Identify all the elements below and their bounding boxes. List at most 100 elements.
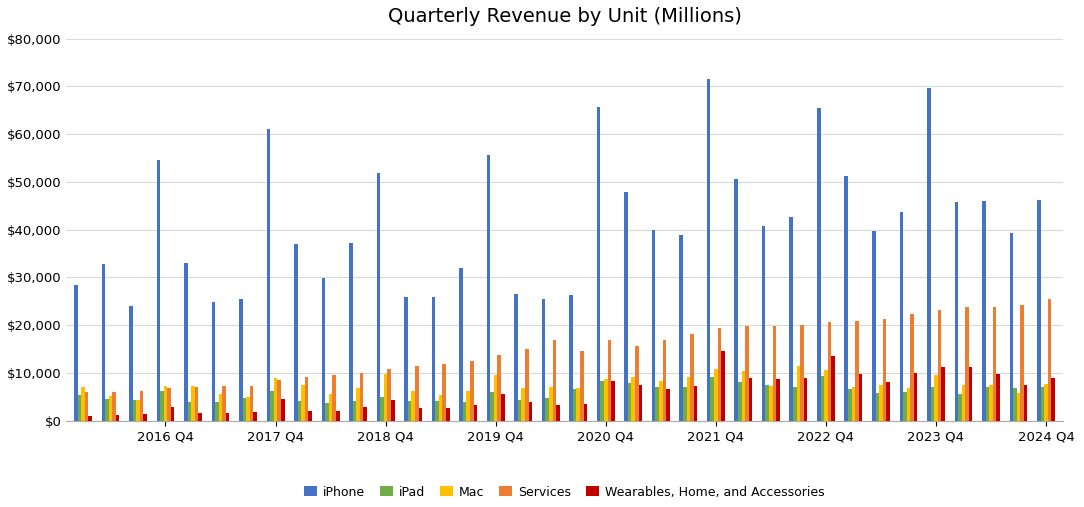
Bar	[222, 386, 225, 421]
Bar	[376, 173, 380, 421]
Bar	[982, 201, 985, 421]
Bar	[628, 383, 632, 421]
Bar	[391, 400, 395, 421]
Bar	[762, 226, 765, 421]
Bar	[184, 263, 188, 421]
Bar	[446, 409, 450, 421]
Bar	[1037, 200, 1041, 421]
Bar	[930, 387, 934, 421]
Bar	[333, 375, 336, 421]
Bar	[962, 385, 965, 421]
Bar	[357, 388, 360, 421]
Bar	[470, 361, 474, 421]
Bar	[651, 230, 656, 421]
Bar	[990, 385, 993, 421]
Bar	[81, 387, 85, 421]
Bar	[518, 400, 521, 421]
Bar	[604, 379, 607, 421]
Bar	[211, 302, 215, 421]
Bar	[545, 399, 549, 421]
Bar	[859, 375, 863, 421]
Bar	[927, 88, 930, 421]
Bar	[882, 319, 887, 421]
Bar	[879, 385, 882, 421]
Bar	[140, 391, 143, 421]
Bar	[132, 400, 137, 421]
Bar	[824, 370, 828, 421]
Bar	[521, 388, 525, 421]
Bar	[624, 192, 628, 421]
Bar	[969, 367, 972, 421]
Bar	[418, 409, 422, 421]
Bar	[738, 382, 741, 421]
Bar	[325, 403, 328, 421]
Bar	[270, 391, 274, 421]
Bar	[635, 345, 638, 421]
Bar	[941, 367, 945, 421]
Bar	[714, 369, 718, 421]
Bar	[105, 399, 108, 421]
Bar	[887, 382, 890, 421]
Bar	[741, 371, 745, 421]
Bar	[167, 388, 171, 421]
Bar	[632, 377, 635, 421]
Bar	[439, 395, 442, 421]
Bar	[993, 307, 996, 421]
Bar	[580, 351, 583, 421]
Bar	[116, 415, 119, 421]
Bar	[113, 392, 116, 421]
Bar	[597, 107, 601, 421]
Bar	[85, 392, 88, 421]
Bar	[387, 369, 391, 421]
Title: Quarterly Revenue by Unit (Millions): Quarterly Revenue by Unit (Millions)	[388, 7, 741, 26]
Bar	[542, 299, 545, 421]
Bar	[1024, 385, 1028, 421]
Bar	[583, 404, 588, 421]
Bar	[501, 394, 505, 421]
Bar	[466, 391, 470, 421]
Bar	[803, 378, 808, 421]
Bar	[102, 264, 105, 421]
Bar	[415, 366, 418, 421]
Bar	[776, 379, 779, 421]
Bar	[662, 340, 667, 421]
Bar	[442, 364, 446, 421]
Bar	[463, 402, 466, 421]
Bar	[160, 391, 164, 421]
Bar	[305, 377, 309, 421]
Bar	[281, 400, 284, 421]
Bar	[667, 389, 670, 421]
Bar	[828, 321, 831, 421]
Bar	[749, 378, 752, 421]
Bar	[900, 211, 903, 421]
Bar	[903, 392, 906, 421]
Bar	[460, 268, 463, 421]
Bar	[352, 401, 357, 421]
Bar	[906, 388, 911, 421]
Bar	[494, 375, 498, 421]
Bar	[254, 412, 257, 421]
Bar	[195, 387, 198, 421]
Bar	[74, 284, 78, 421]
Bar	[267, 129, 270, 421]
Bar	[710, 377, 714, 421]
Bar	[171, 408, 175, 421]
Bar	[569, 295, 572, 421]
Bar	[436, 401, 439, 421]
Legend: iPhone, iPad, Mac, Services, Wearables, Home, and Accessories: iPhone, iPad, Mac, Services, Wearables, …	[299, 481, 829, 503]
Bar	[529, 402, 532, 421]
Bar	[129, 306, 132, 421]
Bar	[721, 350, 725, 421]
Bar	[219, 394, 222, 421]
Bar	[800, 325, 803, 421]
Bar	[349, 243, 352, 421]
Bar	[611, 381, 615, 421]
Bar	[821, 376, 824, 421]
Bar	[215, 402, 219, 421]
Bar	[680, 235, 683, 421]
Bar	[996, 375, 999, 421]
Bar	[852, 387, 855, 421]
Bar	[274, 378, 278, 421]
Bar	[601, 381, 604, 421]
Bar	[198, 413, 202, 421]
